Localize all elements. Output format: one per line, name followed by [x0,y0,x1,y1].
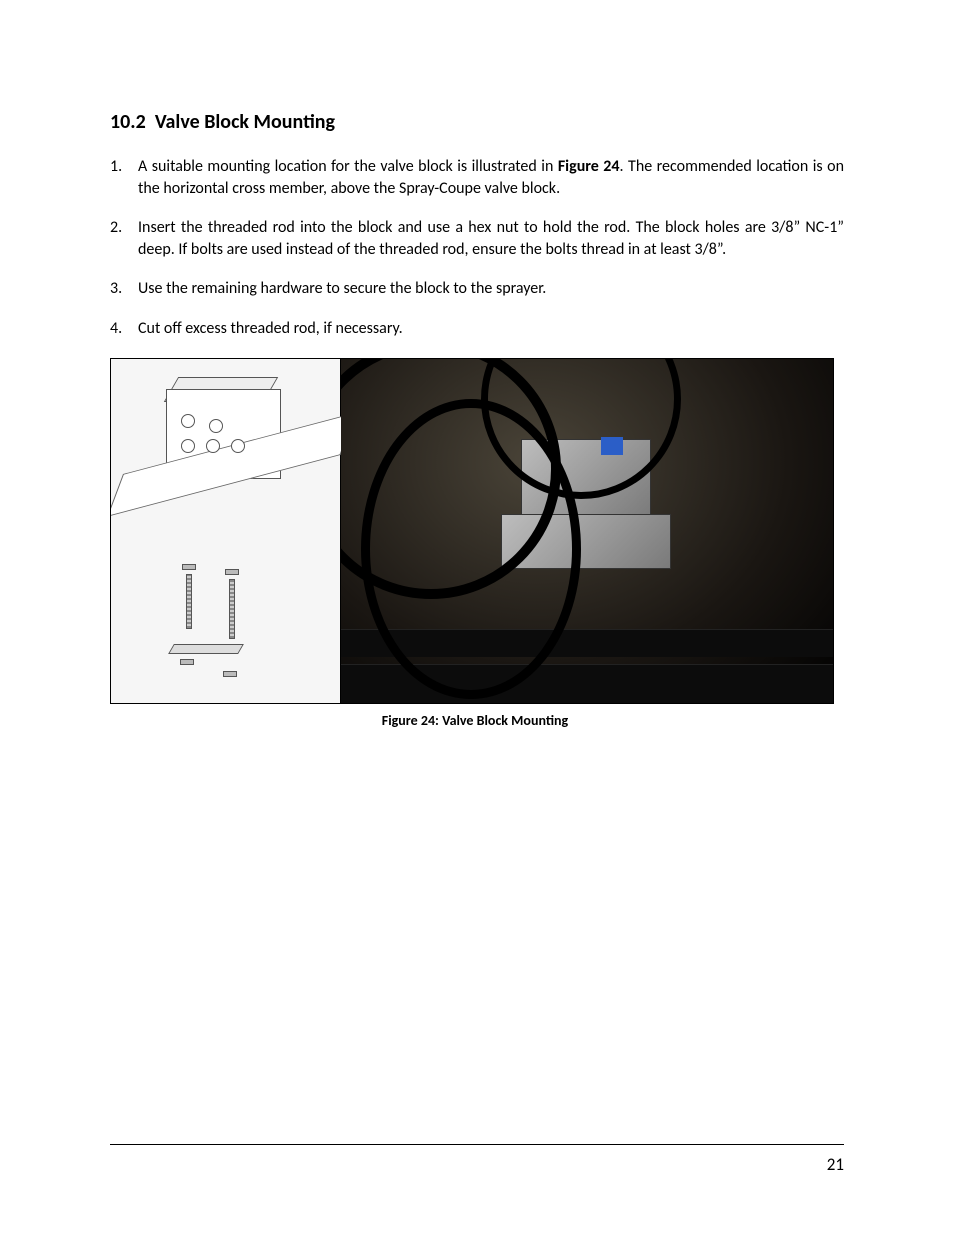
step-text-pre: A suitable mounting location for the val… [138,157,558,176]
hex-nut-icon [225,569,239,575]
hex-nut-icon [180,659,194,665]
hex-nut-icon [182,564,196,570]
figure-reference: Figure 24 [558,157,620,176]
valve-port-icon [231,439,245,453]
section-number: 10.2 [110,110,146,134]
section-heading: 10.2 Valve Block Mounting [110,110,844,134]
step-text: Use the remaining hardware to secure the… [138,279,546,298]
page-number: 21 [827,1154,844,1175]
valve-port-icon [206,439,220,453]
step-3: Use the remaining hardware to secure the… [110,278,844,300]
page-content: 10.2 Valve Block Mounting A suitable mou… [0,0,954,789]
valve-port-icon [181,439,195,453]
step-text: Cut off excess threaded rod, if necessar… [138,319,403,338]
step-1: A suitable mounting location for the val… [110,156,844,199]
footer-rule [110,1144,844,1145]
step-4: Cut off excess threaded rod, if necessar… [110,318,844,340]
valve-port-icon [209,419,223,433]
figure-24: Figure 24: Valve Block Mounting [110,358,840,729]
steps-list: A suitable mounting location for the val… [110,156,844,340]
step-text: Insert the threaded rod into the block a… [138,218,844,259]
valve-port-icon [181,414,195,428]
step-2: Insert the threaded rod into the block a… [110,217,844,260]
figure-images [110,358,834,704]
photo-panel [341,359,833,703]
mounting-plate-icon [168,644,244,654]
threaded-rod-icon [229,579,235,639]
hex-nut-icon [223,671,237,677]
figure-caption: Figure 24: Valve Block Mounting [110,712,840,729]
threaded-rod-icon [186,574,192,629]
section-title: Valve Block Mounting [155,110,335,134]
diagram-panel [111,359,341,703]
